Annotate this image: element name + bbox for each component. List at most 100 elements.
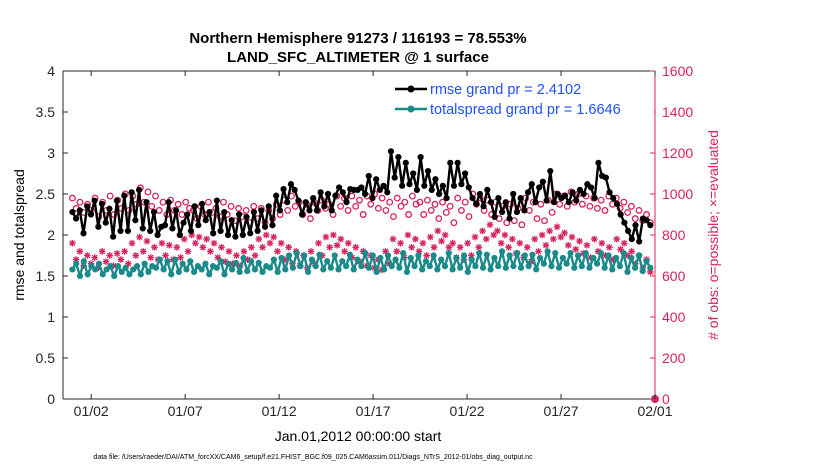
rmse-point <box>487 199 495 206</box>
evaluated-obs-marker <box>389 235 397 243</box>
evaluated-stroke <box>103 258 109 265</box>
rmse-point <box>513 208 521 216</box>
left-tick-label: 1 <box>47 309 55 325</box>
evaluated-stroke <box>322 234 329 240</box>
evaluated-obs-marker <box>509 235 516 243</box>
totalspread-point <box>358 263 365 270</box>
totalspread-point <box>183 266 190 273</box>
rmse-point <box>613 200 621 207</box>
possible-obs-marker <box>457 206 465 214</box>
totalspread-point <box>225 260 232 267</box>
evaluated-stroke <box>173 244 180 251</box>
totalspread-point <box>346 251 354 258</box>
legend-box <box>388 77 654 121</box>
rmse-point <box>524 189 532 196</box>
possible-obs-marker <box>220 198 227 206</box>
evaluated-stroke <box>315 240 322 247</box>
totalspread-point <box>80 258 87 265</box>
rmse-point <box>169 225 176 232</box>
rmse-point <box>439 182 446 189</box>
possible-obs-marker <box>393 194 401 202</box>
right-tick-label: 1400 <box>662 104 693 120</box>
right-axis-label: # of obs: o=possible; ×=evaluated <box>705 130 721 340</box>
evaluated-obs-marker <box>605 244 613 251</box>
evaluated-obs-marker <box>330 231 337 239</box>
totalspread-point <box>240 254 247 262</box>
totalspread-point <box>369 252 376 259</box>
rmse-point <box>591 195 598 202</box>
totalspread-point <box>517 264 525 271</box>
evaluated-obs-marker <box>233 252 240 259</box>
rmse-point <box>113 197 120 204</box>
rmse-point <box>424 167 432 175</box>
rmse-point <box>254 227 261 234</box>
evaluated-stroke <box>393 248 400 255</box>
evaluated-stroke <box>326 244 333 251</box>
left-axis-ticks: 0 0.5 1 1.5 2 2.5 3 3.5 4 <box>36 63 68 407</box>
evaluated-stroke <box>185 248 191 255</box>
totalspread-point <box>548 263 555 270</box>
possible-obs-marker <box>401 198 409 206</box>
rmse-point <box>406 181 413 188</box>
evaluated-stroke <box>240 248 247 255</box>
evaluated-stroke <box>539 232 546 238</box>
evaluated-obs-marker <box>568 233 576 241</box>
left-tick-label: 1.5 <box>36 268 56 284</box>
totalspread-point <box>525 263 532 270</box>
evaluated-stroke <box>434 227 441 234</box>
possible-obs-marker <box>374 204 382 212</box>
totalspread-point <box>111 272 118 280</box>
evaluated-stroke <box>270 234 277 240</box>
totalspread-point <box>605 252 612 259</box>
totalspread-point <box>251 266 258 273</box>
totalspread-point <box>377 254 384 262</box>
totalspread-point <box>609 266 616 273</box>
possible-obs-marker <box>431 200 439 208</box>
rmse-point <box>321 203 328 210</box>
possible-obs-marker <box>382 206 390 214</box>
rmse-point <box>265 203 272 210</box>
rmse-point <box>210 230 217 237</box>
evaluated-obs-marker <box>113 250 121 257</box>
possible-obs-marker <box>386 198 394 206</box>
evaluated-stroke <box>226 248 232 255</box>
possible-obs-marker <box>356 196 363 204</box>
evaluated-stroke <box>483 236 490 243</box>
rmse-point <box>358 184 365 191</box>
evaluated-obs-marker <box>501 231 509 239</box>
possible-obs-marker <box>541 217 548 225</box>
left-tick-label: 3 <box>47 145 55 161</box>
rmse-point <box>187 227 195 234</box>
evaluated-stroke <box>505 244 512 251</box>
right-axis-ticks: 0 200 400 600 800 1000 1200 1400 1600 <box>650 63 693 407</box>
totalspread-point <box>69 266 76 273</box>
evaluated-stroke <box>91 254 98 261</box>
totalspread-point <box>365 264 373 271</box>
totalspread-point <box>274 268 281 275</box>
rmse-point <box>202 217 209 224</box>
evaluated-stroke <box>572 246 579 253</box>
evaluated-obs-marker <box>464 239 471 247</box>
rmse-point <box>565 199 572 206</box>
rmse-point <box>413 186 421 193</box>
totalspread-point <box>388 263 395 270</box>
possible-obs-marker <box>378 194 386 202</box>
left-tick-label: 4 <box>47 63 55 79</box>
evaluated-obs-marker <box>195 233 203 241</box>
totalspread-point <box>92 266 99 273</box>
totalspread-point <box>426 263 433 270</box>
rmse-point <box>395 154 402 161</box>
evaluated-obs-marker <box>214 254 222 261</box>
evaluated-obs-marker <box>341 248 348 255</box>
rmse-point <box>465 184 472 191</box>
rmse-point <box>76 207 83 214</box>
evaluated-stroke <box>330 232 337 238</box>
rmse-point <box>161 222 169 229</box>
rmse-point <box>287 181 295 188</box>
rmse-point <box>476 190 483 198</box>
totalspread-point <box>457 264 464 271</box>
evaluated-stroke <box>595 248 602 255</box>
evaluated-obs-marker <box>620 239 628 247</box>
evaluated-stroke <box>263 232 270 238</box>
totalspread-point <box>308 256 316 263</box>
